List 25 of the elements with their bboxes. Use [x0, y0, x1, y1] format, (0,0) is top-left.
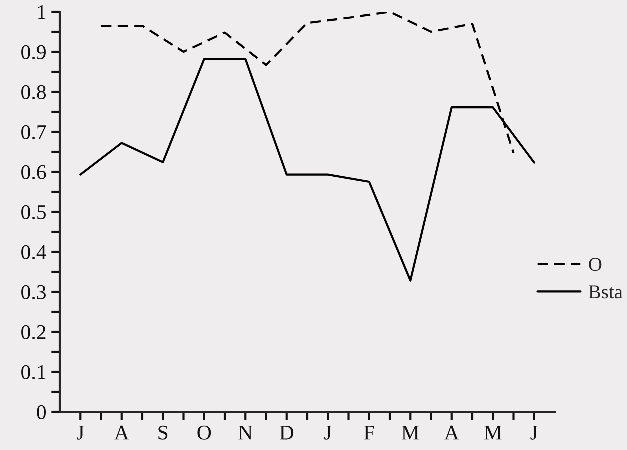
x-tick-label: O	[198, 426, 212, 440]
y-tick-label: 0.4	[22, 245, 46, 260]
y-tick-label: 0.3	[22, 285, 46, 300]
y-tick-label: 0.7	[22, 125, 46, 140]
y-tick-label: 0.8	[22, 85, 46, 100]
x-tick-label: S	[158, 426, 168, 440]
y-tick-label: 0.5	[22, 205, 46, 220]
x-tick-label: M	[484, 426, 502, 440]
y-tick-label: 0.9	[22, 45, 46, 60]
legend-label: O	[589, 258, 602, 272]
x-tick-label: D	[280, 426, 294, 440]
x-tick-label: J	[324, 426, 332, 440]
x-tick-label: F	[364, 426, 374, 440]
x-tick-label: A	[114, 426, 130, 440]
legend-label: Bsta	[588, 286, 623, 299]
x-tick-label: N	[238, 426, 253, 440]
x-tick-label: M	[402, 426, 420, 440]
y-tick-label: 0.6	[22, 165, 46, 180]
x-tick-label: A	[444, 426, 460, 440]
y-tick-label: 1	[38, 5, 46, 20]
y-tick-label: 0.1	[22, 365, 46, 380]
x-tick-label: J	[530, 426, 538, 440]
x-tick-label: J	[77, 426, 84, 440]
y-tick-label: 0	[37, 405, 46, 420]
y-tick-label: 0.2	[22, 325, 46, 340]
